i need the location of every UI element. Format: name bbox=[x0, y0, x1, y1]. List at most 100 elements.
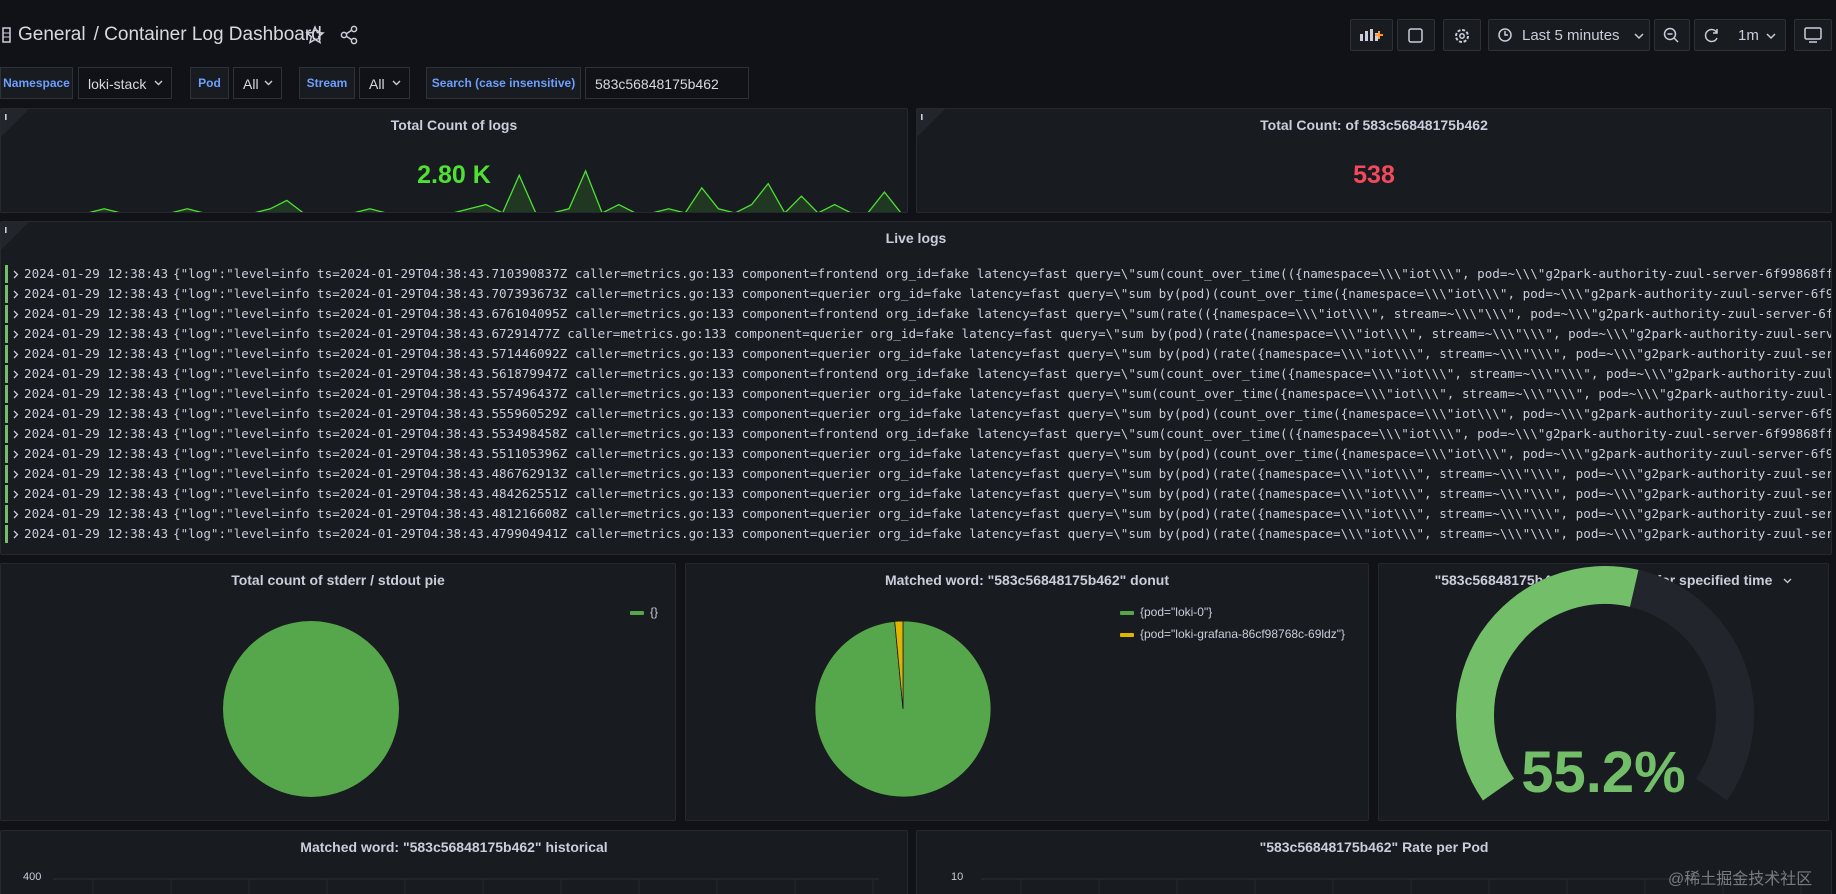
log-line: {"log":"level=info ts=2024-01-29T04:38:4… bbox=[173, 526, 1832, 541]
log-line: {"log":"level=info ts=2024-01-29T04:38:4… bbox=[173, 486, 1832, 501]
variable-value[interactable]: All bbox=[243, 76, 259, 92]
panel-title[interactable]: Live logs bbox=[885, 230, 947, 246]
share-button[interactable] bbox=[340, 25, 358, 45]
icon-shape bbox=[392, 80, 401, 86]
gauge-value: 55.2% bbox=[1521, 740, 1686, 805]
log-time: 2024-01-29 12:38:43 bbox=[24, 286, 169, 301]
log-level-bar bbox=[5, 325, 8, 343]
expand-chevron bbox=[13, 410, 19, 419]
log-row[interactable]: 2024-01-29 12:38:43 {"log":"level=info ts… bbox=[1, 384, 1832, 404]
sparkline-area bbox=[91, 171, 901, 212]
search-input[interactable]: 583c56848175b462 bbox=[585, 67, 749, 99]
panel-title[interactable]: Matched word: "583c56848175b462" histori… bbox=[300, 839, 608, 855]
log-row[interactable]: 2024-01-29 12:38:43 {"log":"level=info ts… bbox=[1, 444, 1832, 464]
log-level-bar bbox=[5, 525, 8, 543]
log-line: {"log":"level=info ts=2024-01-29T04:38:4… bbox=[173, 406, 1832, 421]
icon-shape bbox=[13, 510, 19, 519]
log-row[interactable]: 2024-01-29 12:38:43 {"log":"level=info ts… bbox=[1, 424, 1832, 444]
expand-chevron bbox=[13, 470, 19, 479]
icon-shape bbox=[1766, 33, 1776, 40]
time-range[interactable]: Last 5 minutes bbox=[1522, 27, 1620, 44]
refresh-picker[interactable] bbox=[1694, 19, 1786, 51]
icon-shape bbox=[350, 25, 358, 33]
panel-title[interactable]: "583c56848175b462" Rate per Pod bbox=[1259, 839, 1489, 855]
log-line: {"log":"level=info ts=2024-01-29T04:38:4… bbox=[173, 346, 1832, 361]
icon-shape bbox=[305, 25, 325, 45]
log-level-bar bbox=[5, 405, 8, 423]
icon-shape bbox=[2, 27, 11, 43]
icon-shape bbox=[13, 490, 19, 499]
log-row[interactable]: 2024-01-29 12:38:43 {"log":"level=info ts… bbox=[1, 264, 1831, 284]
log-level-bar bbox=[5, 425, 8, 443]
breadcrumb-folder[interactable]: General bbox=[18, 24, 86, 45]
icon-shape bbox=[921, 114, 923, 120]
icon-shape bbox=[1634, 33, 1644, 40]
log-row[interactable]: 2024-01-29 12:38:43 {"log":"level=info ts… bbox=[1, 304, 1832, 324]
log-row[interactable]: 2024-01-29 12:38:43 {"log":"level=info ts… bbox=[1, 404, 1832, 424]
log-line: {"log":"level=info ts=2024-01-29T04:38:4… bbox=[173, 366, 1832, 381]
icon-shape bbox=[5, 114, 7, 120]
add-panel-icon bbox=[1360, 29, 1383, 41]
time-picker[interactable] bbox=[1488, 19, 1650, 51]
panel-title[interactable]: Total count of stderr / stdout pie bbox=[231, 572, 445, 588]
log-line: {"log":"level=info ts=2024-01-29T04:38:4… bbox=[173, 446, 1832, 461]
zoom-out-button[interactable] bbox=[1654, 19, 1690, 51]
gauge-arc bbox=[1456, 566, 1639, 801]
variable-value[interactable]: All bbox=[369, 76, 385, 92]
sparkline bbox=[88, 169, 902, 212]
refresh-interval[interactable]: 1m bbox=[1738, 27, 1759, 44]
log-row[interactable]: 2024-01-29 12:38:43 {"log":"level=info ts… bbox=[1, 504, 1831, 524]
icon-shape bbox=[1667, 33, 1679, 43]
icon-shape bbox=[13, 470, 19, 479]
pie-chart bbox=[223, 611, 644, 797]
icon-shape bbox=[13, 330, 19, 339]
log-level-bar bbox=[5, 305, 8, 323]
log-row[interactable]: 2024-01-29 12:38:43 {"log":"level=info ts… bbox=[1, 364, 1832, 384]
log-time: 2024-01-29 12:38:43 bbox=[24, 326, 169, 341]
clock-icon bbox=[1498, 28, 1512, 42]
log-line: {"log":"level=info ts=2024-01-29T04:38:4… bbox=[173, 326, 1832, 341]
icon-shape bbox=[1360, 34, 1363, 41]
tv-mode-button[interactable] bbox=[1794, 19, 1832, 51]
dropdown-caret bbox=[1783, 578, 1792, 584]
graph-axes bbox=[981, 878, 1803, 894]
panel-title[interactable]: Total Count: of 583c56848175b462 bbox=[1260, 117, 1488, 133]
log-time: 2024-01-29 12:38:43 bbox=[24, 486, 169, 501]
stat-value: 538 bbox=[1353, 161, 1395, 189]
panel-title[interactable]: Total Count of logs bbox=[390, 117, 518, 133]
log-row[interactable]: 2024-01-29 12:38:43 {"log":"level=info ts… bbox=[1, 464, 1832, 484]
log-line: {"log":"level=info ts=2024-01-29T04:38:4… bbox=[173, 426, 1832, 441]
log-level-bar bbox=[5, 445, 8, 463]
breadcrumb: General / Container Log Dashboard bbox=[18, 24, 322, 46]
gauge-panel: "583c56848175b462" Percentage for specif… bbox=[1378, 563, 1829, 821]
expand-chevron bbox=[13, 490, 19, 499]
sparkline-line bbox=[88, 169, 902, 212]
log-row[interactable]: 2024-01-29 12:38:43 {"log":"level=info ts… bbox=[1, 284, 1831, 304]
legend-label[interactable]: {pod="loki-grafana-86cf98768c-69ldz"} bbox=[1140, 627, 1345, 641]
log-line: {"log":"level=info ts=2024-01-29T04:38:4… bbox=[173, 466, 1832, 481]
variable-select[interactable]: All bbox=[233, 67, 282, 99]
settings-button[interactable] bbox=[1443, 19, 1481, 51]
log-line: {"log":"level=info ts=2024-01-29T04:38:4… bbox=[173, 386, 1832, 401]
save-button[interactable] bbox=[1397, 19, 1435, 51]
log-line: {"log":"level=info ts=2024-01-29T04:38:4… bbox=[173, 306, 1832, 321]
log-row[interactable]: 2024-01-29 12:38:43 {"log":"level=info ts… bbox=[1, 484, 1832, 504]
star-button[interactable] bbox=[305, 25, 325, 45]
search-value[interactable]: 583c56848175b462 bbox=[595, 76, 719, 92]
save-icon bbox=[1408, 28, 1423, 43]
log-row[interactable]: 2024-01-29 12:38:43 {"log":"level=info ts… bbox=[1, 524, 1832, 544]
icon-shape bbox=[1370, 29, 1373, 41]
variable-value[interactable]: loki-stack bbox=[88, 76, 147, 92]
gear-icon bbox=[1455, 29, 1469, 43]
log-row[interactable]: 2024-01-29 12:38:43 {"log":"level=info ts… bbox=[1, 324, 1832, 344]
donut-panel: Matched word: "583c56848175b462" donut {p… bbox=[685, 563, 1369, 821]
legend-label[interactable]: {} bbox=[650, 605, 659, 619]
log-time: 2024-01-29 12:38:43 bbox=[24, 306, 169, 321]
legend-label[interactable]: {pod="loki-0"} bbox=[1140, 605, 1213, 619]
variable-select[interactable]: All bbox=[359, 67, 410, 99]
icon-shape bbox=[1, 222, 29, 250]
panel-title[interactable]: Matched word: "583c56848175b462" donut bbox=[884, 572, 1170, 588]
icon-shape bbox=[13, 310, 19, 319]
log-row[interactable]: 2024-01-29 12:38:43 {"log":"level=info ts… bbox=[1, 344, 1832, 364]
icon-shape bbox=[13, 530, 19, 539]
